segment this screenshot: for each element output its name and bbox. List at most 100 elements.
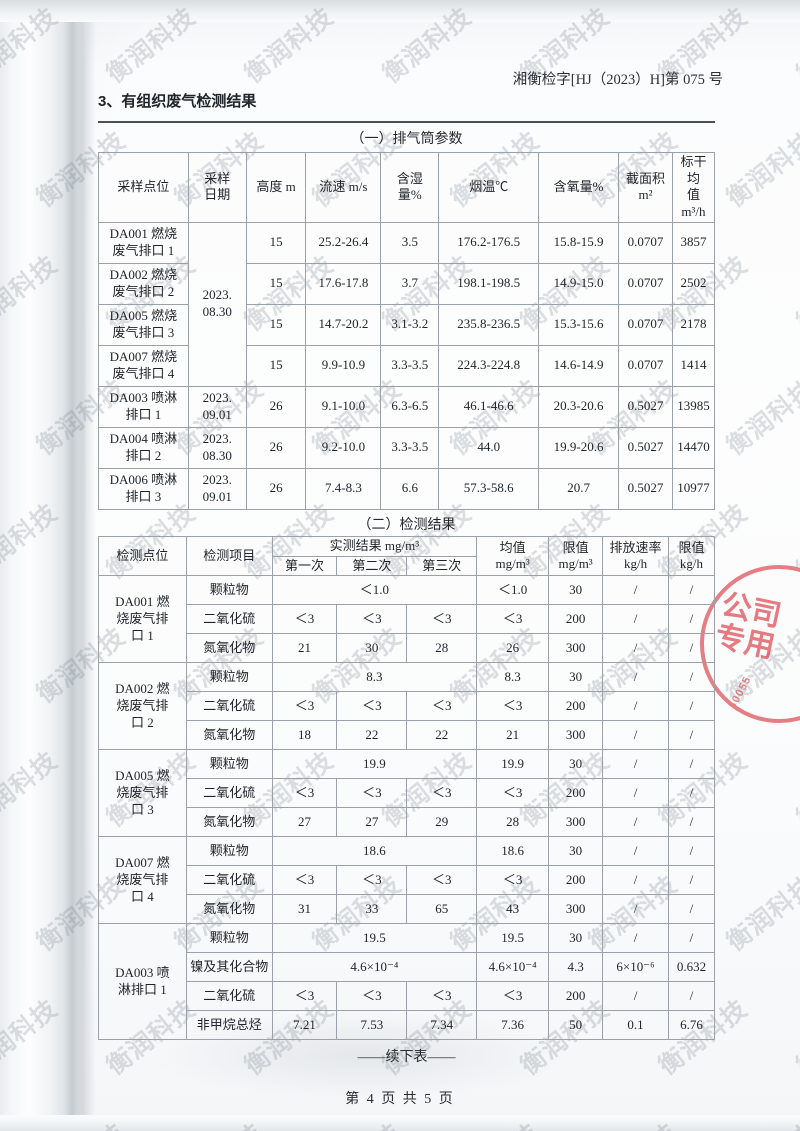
cell-limit-rate: / [667,720,716,751]
cell-flue-temperature: 44.0 [438,426,540,469]
cell-velocity: 14.7-20.2 [305,303,382,346]
cell-limit-rate: / [667,575,716,606]
paper-bottom-edge [0,1115,800,1131]
cell-detection-point: DA007 燃烧废气排口 4 [98,836,187,925]
th2-run2: 第二次 [336,555,408,577]
cell-limit-rate: / [667,836,716,867]
cell-run2: ＜3 [336,691,408,722]
cell-run1: 31 [271,894,338,925]
cell-mean: ＜3 [476,865,550,896]
cell-run1: ＜3 [271,981,338,1012]
point-line-2: 废气排口 1 [112,242,175,258]
cell-detection-item: 颗粒物 [185,662,273,693]
cell-measured-merged: 18.6 [271,836,478,867]
cell-detection-item: 氮氧化物 [185,894,273,925]
table-row: 氮氧化物 31 33 65 43 300// [99,894,716,925]
cell-std-dry-flow: 2502 [671,262,716,305]
cell-area: 0.5027 [618,426,673,469]
cell-mean: ＜1.0 [476,575,550,606]
cell-detection-item: 二氧化硫 [185,778,273,809]
cell-detection-point: DA005 燃烧废气排口 3 [98,749,187,838]
cell-run1: 27 [271,807,338,838]
cell-oxygen: 14.9-15.0 [538,262,620,305]
cell-limit-rate: / [667,981,716,1012]
table-row: DA002 燃烧 废气排口 2 15 17.6-17.8 3.7 198.1-198.5 1… [98,262,716,305]
cell-run2: ＜3 [336,604,408,635]
cell-limit-conc: 30 [548,749,604,780]
cell-run1: 7.21 [271,1010,338,1041]
cell-area: 0.5027 [618,385,673,428]
cell-mean: ＜3 [476,778,550,809]
cell-velocity: 7.4-8.3 [305,467,382,510]
cell-limit-conc: 200 [548,981,604,1012]
cell-emission-rate: / [602,807,669,838]
cell-detection-item: 颗粒物 [185,923,273,954]
cell-measured-merged: 19.5 [271,923,478,954]
point-line-1: DA005 燃烧 [109,307,178,323]
cell-measured-merged: ＜1.0 [271,575,478,606]
paper-top-edge [0,0,800,22]
point-line-2: 排口 2 [125,447,162,463]
cell-emission-rate: / [602,923,669,954]
table-row: DA007 燃烧 废气排口 4 15 9.9-10.9 3.3-3.5 224.3-224… [98,344,716,387]
cell-mean: ＜3 [476,691,550,722]
cell-emission-rate: / [602,836,669,867]
cell-flue-temperature: 176.2-176.5 [438,221,540,264]
cell-sampling-date: 2023. 08.30 [187,221,247,387]
cell-limit-rate: / [667,894,716,925]
cell-run1: ＜3 [271,604,338,635]
point-line-1: DA002 燃烧 [109,266,178,282]
cell-emission-rate: / [602,633,669,664]
table2-caption: （二）检测结果 [357,518,456,533]
cell-detection-item: 非甲烷总烃 [185,1010,273,1041]
cell-emission-rate: / [602,778,669,809]
continued-note: ——续下表—— [357,1050,456,1065]
th-cross-section-area: 截面积 m² [618,152,673,223]
cell-moisture: 3.3-3.5 [380,426,440,469]
table-row: DA001 燃烧废气排口 1 颗粒物 ＜1.0 ＜1.0 30// [98,575,716,664]
th2-run3: 第三次 [406,555,478,577]
table-row: DA002 燃烧废气排口 2 颗粒物 8.3 8.3 30// [98,662,716,751]
cell-mean: 21 [476,720,550,751]
cell-oxygen: 20.3-20.6 [538,385,620,428]
cell-flue-temperature: 198.1-198.5 [438,262,540,305]
cell-sampling-point: DA005 燃烧 废气排口 3 [98,303,189,346]
cell-flue-temperature: 235.8-236.5 [438,303,540,346]
point-line-2: 废气排口 4 [112,365,175,381]
th-sampling-date: 采样 日期 [187,152,247,223]
cell-oxygen: 20.7 [538,467,620,510]
cell-detection-item: 氮氧化物 [185,720,273,751]
section-rule [98,121,715,123]
table-row: DA004 喷淋 排口 2 2023. 08.30 26 9.2-10.0 3.3-3.5 4… [98,426,716,469]
th-height: 高度 m [245,152,307,223]
point-line-2: 排口 3 [125,488,162,504]
cell-mean: 28 [476,807,550,838]
cell-mean: 19.9 [476,749,550,780]
cell-limit-conc: 200 [548,778,604,809]
cell-std-dry-flow: 1414 [671,344,716,387]
cell-detection-item: 氮氧化物 [185,633,273,664]
cell-limit-conc: 50 [548,1010,604,1041]
cell-run2: ＜3 [336,981,408,1012]
section-title: 3、有组织废气检测结果 [98,93,257,110]
cell-height: 15 [245,344,307,387]
th-std-dry-flow: 标干均 值 m³/h [671,152,716,223]
cell-run3: ＜3 [406,604,478,635]
cell-run3: ＜3 [406,691,478,722]
cell-area: 0.0707 [618,221,673,264]
cell-run2: 30 [336,633,408,664]
cell-sampling-point: DA007 燃烧 废气排口 4 [98,344,189,387]
cell-run3: 65 [406,894,478,925]
cell-detection-point: DA002 燃烧废气排口 2 [98,662,187,751]
table-row: 二氧化硫 ＜3 ＜3 ＜3 ＜3 200// [99,604,716,635]
paper-fold-shadow [62,0,96,1131]
table1-body: DA001 燃烧 废气排口 1 2023. 08.30 15 25.2-26.4 3.5 17… [98,221,716,510]
cell-limit-rate: / [667,807,716,838]
cell-limit-rate: 6.76 [667,1010,716,1041]
cell-run2: 22 [336,720,408,751]
cell-mean: 7.36 [476,1010,550,1041]
cell-run1: 21 [271,633,338,664]
cell-emission-rate: / [602,575,669,606]
cell-velocity: 9.1-10.0 [305,385,382,428]
point-line-1: DA004 喷淋 [109,430,178,446]
